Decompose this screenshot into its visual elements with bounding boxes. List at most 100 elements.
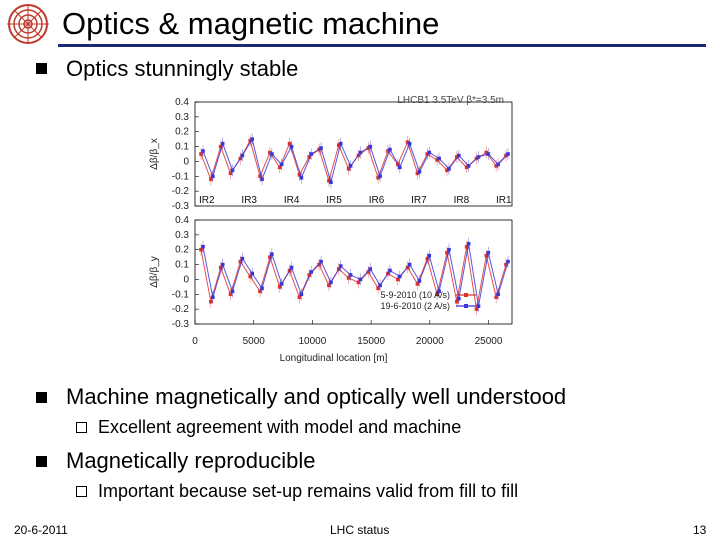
- data-point: [368, 267, 373, 271]
- y-tick-label: 0.2: [175, 127, 189, 138]
- data-point: [486, 250, 491, 255]
- data-point: [307, 273, 312, 277]
- data-point: [494, 164, 498, 168]
- data-point: [388, 147, 392, 152]
- y-tick-label: -0.3: [172, 201, 190, 212]
- data-point: [435, 292, 439, 297]
- data-point: [427, 150, 432, 155]
- data-point: [466, 164, 471, 168]
- series-line: [200, 246, 507, 310]
- data-point: [277, 165, 282, 170]
- data-point: [427, 253, 432, 258]
- y-tick-label: 0.3: [175, 230, 189, 241]
- y-tick-label: -0.2: [172, 304, 190, 315]
- plot-frame: [194, 219, 513, 325]
- data-point: [297, 295, 302, 300]
- data-point: [484, 150, 489, 155]
- data-point: [346, 276, 351, 280]
- x-tick-label: 0: [192, 336, 198, 347]
- y-tick-label: 0.4: [175, 215, 189, 226]
- y-tick-label: 0.4: [175, 97, 189, 108]
- data-point: [336, 143, 341, 147]
- y-axis-label: Δβ/β_y: [149, 256, 160, 288]
- data-point: [268, 255, 272, 259]
- data-point: [299, 175, 304, 180]
- data-point: [258, 174, 262, 179]
- bullet-text: Optics stunningly stable: [66, 56, 299, 81]
- lhc-ring-logo-icon: [7, 4, 49, 44]
- data-point: [407, 141, 412, 146]
- title-rule: [58, 44, 706, 47]
- data-point: [378, 283, 382, 288]
- y-tick-label: 0: [183, 274, 189, 285]
- data-point: [464, 244, 469, 249]
- data-point: [476, 155, 481, 159]
- ir-label: IR2: [199, 195, 215, 206]
- data-point: [277, 285, 282, 289]
- data-point: [435, 158, 439, 162]
- sub-bullet-box-icon: [76, 422, 87, 433]
- data-point: [209, 177, 213, 182]
- data-point: [248, 138, 252, 143]
- y-tick-label: 0.1: [175, 260, 189, 271]
- data-point: [228, 171, 233, 176]
- plot-frame: [194, 101, 513, 207]
- data-point: [250, 271, 254, 276]
- plot-title: LHCB1 3.5TeV β*=3.5m: [397, 95, 504, 106]
- data-point: [494, 295, 498, 300]
- data-point: [445, 250, 449, 255]
- data-point: [358, 150, 363, 155]
- data-point: [346, 167, 351, 171]
- data-point: [230, 289, 235, 294]
- data-point: [366, 270, 371, 274]
- data-point: [356, 280, 361, 285]
- data-point: [307, 155, 312, 159]
- data-point: [338, 264, 343, 268]
- series-line: [202, 137, 509, 185]
- data-point: [327, 178, 331, 183]
- data-point: [455, 155, 459, 159]
- data-point: [220, 141, 225, 146]
- bullet-text: Machine magnetically and optically well …: [66, 384, 567, 409]
- y-tick-label: -0.2: [172, 186, 190, 197]
- y-tick-label: -0.3: [172, 319, 190, 330]
- data-point: [395, 277, 400, 282]
- data-point: [506, 152, 510, 156]
- data-point: [248, 274, 252, 279]
- data-point: [447, 167, 451, 171]
- data-point: [317, 262, 321, 267]
- data-point: [464, 165, 469, 170]
- data-point: [397, 274, 402, 279]
- sub-bullet-box-icon: [76, 486, 87, 497]
- data-point: [289, 144, 294, 149]
- data-point: [228, 292, 233, 297]
- data-point: [218, 265, 223, 270]
- ir-label: IR3: [241, 195, 257, 206]
- data-point: [220, 262, 225, 267]
- x-tick-label: 25000: [475, 336, 503, 347]
- ir-label: IR6: [369, 195, 385, 206]
- data-point: [319, 259, 323, 264]
- footer-center: LHC status: [330, 523, 390, 537]
- y-tick-label: 0.2: [175, 245, 189, 256]
- data-point: [297, 173, 302, 177]
- legend-label: 5-9-2010 (10 A/s): [380, 290, 450, 300]
- data-point: [279, 162, 284, 167]
- y-axis-label: Δβ/β_x: [149, 138, 160, 170]
- data-point: [327, 283, 331, 288]
- x-axis-label: Longitudinal location [m]: [280, 353, 388, 364]
- series-line: [200, 139, 507, 183]
- data-point: [238, 259, 243, 264]
- ir-label: IR5: [326, 195, 342, 206]
- legend-marker: [464, 304, 468, 308]
- y-tick-label: -0.1: [172, 289, 190, 300]
- data-point: [250, 137, 254, 141]
- data-point: [279, 282, 284, 286]
- slide-title: Optics & magnetic machine: [62, 6, 440, 41]
- bullet-square-icon: [36, 456, 47, 467]
- data-point: [260, 177, 264, 182]
- data-point: [329, 280, 333, 285]
- data-point: [496, 162, 500, 167]
- y-tick-label: -0.1: [172, 171, 190, 182]
- data-point: [199, 247, 203, 252]
